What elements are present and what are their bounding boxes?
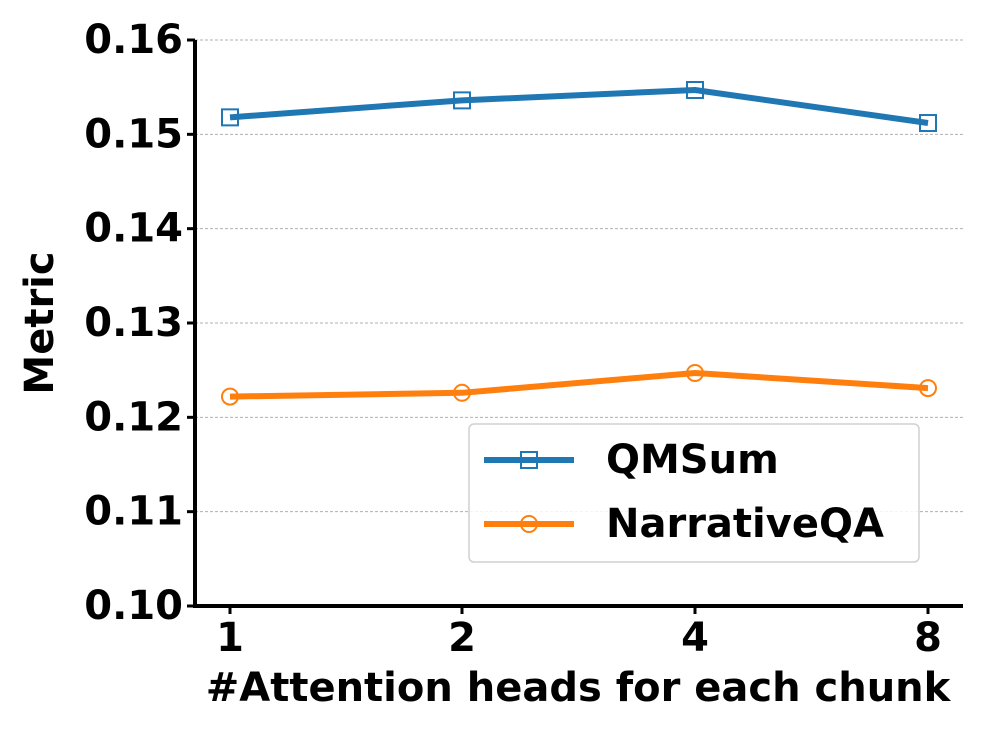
- marker: [453, 383, 471, 402]
- legend-marker: [520, 515, 538, 533]
- x-tick-label: 4: [681, 615, 709, 661]
- marker: [919, 114, 937, 133]
- y-tick-label: 0.16: [84, 17, 183, 63]
- marker: [919, 379, 937, 398]
- legend-label: QMSum: [606, 437, 779, 483]
- marker: [221, 387, 239, 406]
- y-tick-label: 0.14: [84, 206, 183, 252]
- y-axis-label: Metric: [17, 251, 63, 394]
- x-tick-label: 1: [216, 615, 244, 661]
- legend-box: [468, 423, 920, 563]
- y-tick-label: 0.15: [84, 111, 183, 157]
- line: [229, 86, 929, 126]
- legend-label: NarrativeQA: [606, 501, 884, 547]
- marker: [453, 91, 471, 110]
- line: [229, 369, 929, 400]
- x-axis-label: #Attention heads for each chunk: [206, 665, 952, 711]
- legend-marker: [520, 451, 538, 469]
- x-tick-label: 2: [448, 615, 476, 661]
- x-tick-label: 8: [914, 615, 942, 661]
- y-tick-label: 0.13: [84, 300, 183, 346]
- y-tick-label: 0.10: [84, 583, 183, 629]
- marker: [686, 363, 704, 382]
- marker: [221, 108, 239, 127]
- marker: [686, 80, 704, 99]
- y-tick-label: 0.11: [84, 489, 183, 535]
- y-tick-label: 0.12: [84, 394, 183, 440]
